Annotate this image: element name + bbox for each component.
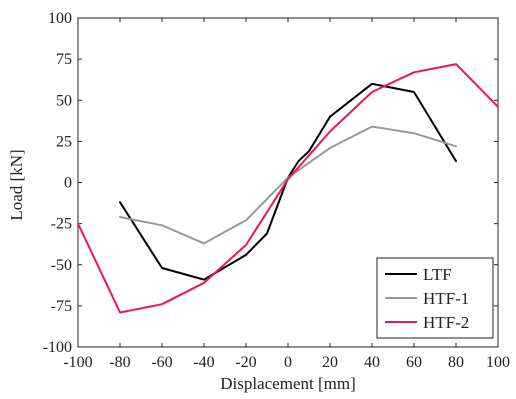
x-tick-label: 20 (322, 354, 338, 371)
axis-ticks: -100 -80 -60 -40 -20 0 20 40 60 80 100 -100 -75 -50 -2… (43, 10, 510, 371)
series-layer (77, 63, 499, 314)
x-tick-label: -40 (193, 354, 214, 371)
y-tick-label: 0 (64, 175, 72, 192)
y-tick-label: 75 (56, 51, 72, 68)
y-tick-label: -75 (51, 298, 72, 315)
x-axis-label: Displacement [mm] (220, 374, 356, 393)
x-tick-label: 60 (406, 354, 422, 371)
legend-label-htf-2: HTF-2 (423, 313, 469, 332)
y-axis-label: Load [kN] (7, 149, 26, 220)
series-line-htf-1 (119, 125, 457, 245)
x-tick-label: -20 (235, 354, 256, 371)
series-line-htf-2 (77, 63, 499, 314)
x-tick-label: -80 (109, 354, 130, 371)
x-tick-label: -60 (151, 354, 172, 371)
y-tick-label: 100 (48, 10, 72, 27)
y-tick-label: -50 (51, 257, 72, 274)
legend-label-ltf: LTF (423, 265, 452, 284)
y-tick-label: -100 (43, 339, 72, 356)
series-line-ltf (119, 82, 457, 281)
legend-label-htf-1: HTF-1 (423, 289, 469, 308)
y-tick-label: 50 (56, 92, 72, 109)
y-tick-label: -25 (51, 216, 72, 233)
x-tick-label: 80 (448, 354, 464, 371)
x-tick-label: 40 (364, 354, 380, 371)
x-tick-label: 0 (284, 354, 292, 371)
x-tick-label: 100 (486, 354, 510, 371)
legend: LTF HTF-1 HTF-2 (376, 257, 494, 339)
y-tick-label: 25 (56, 133, 72, 150)
x-tick-label: -100 (63, 354, 92, 371)
